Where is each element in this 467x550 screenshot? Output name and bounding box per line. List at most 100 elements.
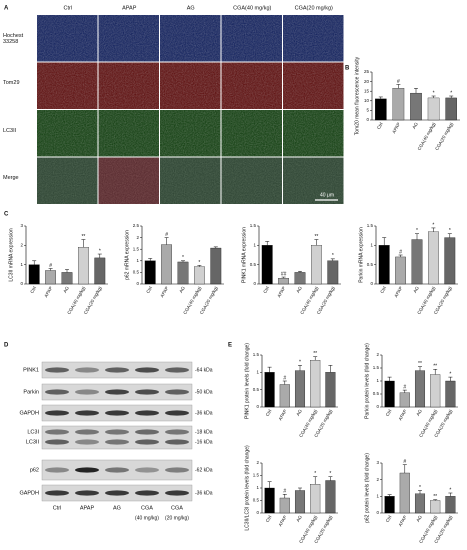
blot-band [165,367,189,373]
y-axis-label: PINK1 mRNA expression [241,227,247,283]
blot-band [45,439,69,445]
x-tick-label: APAP [398,409,408,422]
blot-band [45,410,69,416]
bar [264,372,275,408]
y-tick-label: 1.5 [250,223,257,228]
significance-mark: # [283,375,286,381]
blot-band [165,389,189,395]
bar [384,496,395,514]
micrograph [98,110,159,157]
micrograph-signal [37,62,98,109]
micrograph [160,110,221,157]
micrograph-signal [160,157,221,204]
significance-mark: * [450,90,452,96]
bar [430,500,441,514]
bar [294,490,306,514]
micrograph-signal [221,15,282,62]
micrograph [283,110,344,157]
micrograph [98,157,159,204]
blot-band [135,439,159,445]
y-tick-label: 0.5 [367,262,374,267]
lane-label: AG [113,505,121,511]
micrograph [221,110,282,157]
column-header: CGA(20 mg/kg) [295,5,333,11]
blot-band [45,389,69,395]
blot-band [105,367,129,373]
y-axis-label: LC3II/LC3I protein levels (fold change) [244,445,250,531]
blot-band [105,490,129,496]
micrograph [221,157,282,204]
blot-band [45,367,69,373]
bar [445,380,456,408]
micrograph-overlay [160,157,221,204]
x-tick-label: APAP [391,122,401,135]
bar [414,370,426,408]
significance-mark: # [49,263,52,269]
micrograph-signal [98,110,159,157]
bar [278,278,289,285]
y-tick-label: 0.5 [373,391,380,396]
bar [325,372,336,408]
bar [375,98,387,121]
bar [430,374,441,408]
blot-size-label: -50 kDa [195,389,213,395]
significance-mark: * [99,248,101,254]
significance-mark: * [416,228,418,234]
x-tick-label: Ctrl [379,286,387,295]
y-tick-label: 1 [370,243,373,248]
x-tick-label: APAP [43,286,53,299]
x-tick-label: APAP [276,286,286,299]
bar [279,497,290,514]
lane-label: APAP [80,505,95,511]
bar [444,237,456,285]
blot-band [135,429,159,435]
x-tick-label: AG [415,514,423,523]
blot-band [75,490,99,496]
bar [45,270,56,285]
bar [311,245,322,285]
significance-mark: * [198,260,200,266]
micrograph-overlay [221,157,282,204]
x-tick-label: Ctrl [262,286,270,295]
column-header: APAP [122,5,137,11]
bar [392,88,405,121]
blot-size-label: -64 kDa [195,367,213,373]
column-header: CGA(40 mg/kg) [233,5,271,11]
significance-mark: ** [433,494,437,500]
y-tick-label: 2 [20,243,23,248]
x-tick-label: Ctrl [145,286,153,295]
lane-label: Ctrl [53,505,62,511]
bar [310,484,321,514]
bar [78,247,89,285]
significance-mark: * [314,471,316,477]
x-tick-label: AG [412,285,420,294]
x-tick-label: Ctrl [265,409,273,418]
bar [94,257,106,285]
blot-band [105,467,129,473]
micrograph-signal [160,62,221,109]
x-tick-label: CGA(20 mg/kg) [434,121,454,151]
blot-row-label: p62 [30,467,39,473]
scale-bar-label: 40 μm [320,192,334,198]
blot-row-label: LC3I [27,429,39,435]
micrograph-signal [98,15,159,62]
bar [384,380,395,408]
micrograph [283,157,344,204]
bar [279,384,290,408]
micrograph [37,15,98,62]
y-tick-label: 3 [376,460,379,465]
x-tick-label: AG [411,121,419,130]
y-axis-label: LC3II mRNA expression [8,228,14,282]
x-tick-label: Ctrl [385,409,393,418]
blot-band [135,389,159,395]
blot-band [75,467,99,473]
micrograph-signal [37,157,98,204]
y-tick-label: 0 [376,510,379,515]
y-tick-label: 2 [376,477,379,482]
bar [378,245,390,285]
y-tick-label: 2 [256,460,259,465]
y-tick-label: 0 [136,281,139,286]
x-tick-label: Ctrl [29,286,37,295]
bar [414,493,426,514]
blot-band [135,367,159,373]
